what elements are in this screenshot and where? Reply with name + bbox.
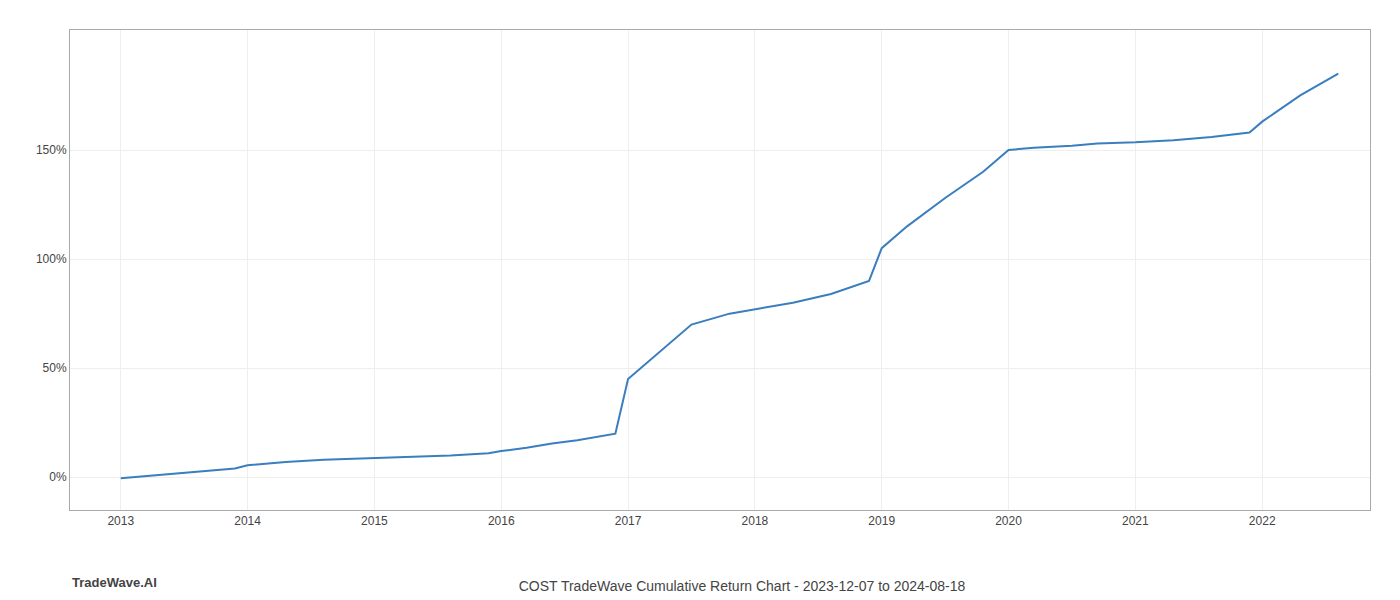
- svg-text:2021: 2021: [1122, 514, 1149, 528]
- svg-text:2015: 2015: [361, 514, 388, 528]
- svg-text:2018: 2018: [742, 514, 769, 528]
- svg-text:2019: 2019: [868, 514, 895, 528]
- svg-text:2022: 2022: [1249, 514, 1276, 528]
- svg-text:2014: 2014: [234, 514, 261, 528]
- svg-text:2020: 2020: [995, 514, 1022, 528]
- svg-text:50%: 50%: [43, 361, 67, 375]
- svg-text:COST TradeWave Cumulative Retu: COST TradeWave Cumulative Return Chart -…: [519, 578, 966, 594]
- svg-text:TradeWave.AI: TradeWave.AI: [72, 575, 157, 590]
- svg-text:100%: 100%: [36, 252, 67, 266]
- svg-text:2017: 2017: [615, 514, 642, 528]
- svg-text:2016: 2016: [488, 514, 515, 528]
- svg-text:150%: 150%: [36, 143, 67, 157]
- svg-text:2013: 2013: [107, 514, 134, 528]
- svg-text:0%: 0%: [49, 470, 67, 484]
